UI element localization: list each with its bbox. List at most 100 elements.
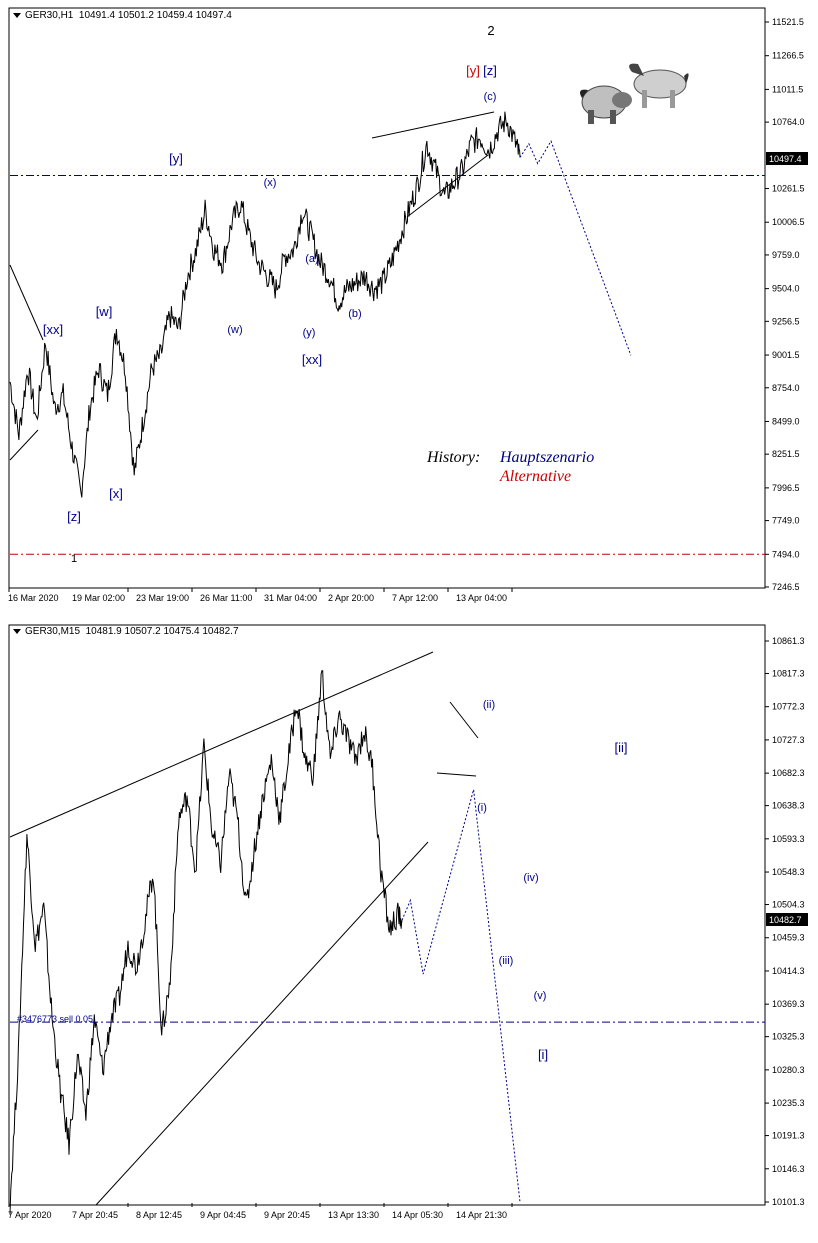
x-tick-label: 9 Apr 04:45 xyxy=(200,1210,246,1220)
m15-wave-labels: (ii) (i) (iv) (iii) (v) [i] [ii] xyxy=(477,699,627,1062)
h1-legend: History: Hauptszenario Alternative xyxy=(426,449,594,485)
x-tick-label: 7 Apr 20:45 xyxy=(72,1210,118,1220)
wave-label: 1 xyxy=(71,553,77,565)
legend-main-scenario: Hauptszenario xyxy=(499,449,594,466)
legend-alternative-scenario: Alternative xyxy=(499,468,571,485)
m15-wedge-upper xyxy=(9,651,434,838)
wave-label: [xx] xyxy=(43,322,63,337)
x-tick-label: 31 Mar 04:00 xyxy=(264,593,317,603)
price-series-line xyxy=(9,111,521,498)
m15-x-axis: 7 Apr 2020 7 Apr 20:45 8 Apr 12:45 9 Apr 04… xyxy=(8,1203,513,1220)
h1-wedge-lower xyxy=(406,154,489,218)
wave-label: (iv) xyxy=(523,872,538,884)
h1-x-axis: 16 Mar 2020 19 Mar 02:00 23 Mar 19:00 26 Ma… xyxy=(8,588,513,603)
forecast-path xyxy=(519,139,632,356)
m15-trendline xyxy=(436,772,477,777)
y-tick-label: 9759.0 xyxy=(772,250,800,260)
y-tick-label: 8499.0 xyxy=(772,416,800,426)
y-tick-label: 7749.0 xyxy=(772,516,800,526)
x-tick-label: 16 Mar 2020 xyxy=(8,593,59,603)
svg-text:10497.4: 10497.4 xyxy=(769,154,802,164)
y-tick-label: 9504.0 xyxy=(772,284,800,294)
m15-chart-svg: 10861.3 10817.3 10772.3 10727.3 10682.3 10638… xyxy=(8,624,808,1220)
wave-label: [y] xyxy=(466,63,480,78)
y-tick-label: 10764.0 xyxy=(772,117,805,127)
y-tick-label: 10772.3 xyxy=(772,702,805,712)
legend-title: History: xyxy=(426,449,480,466)
h1-symbol: GER30,H1 xyxy=(25,10,74,21)
x-tick-label: 13 Apr 04:00 xyxy=(456,593,507,603)
x-tick-label: 19 Mar 02:00 xyxy=(72,593,125,603)
h1-ohlc: 10491.4 10501.2 10459.4 10497.4 xyxy=(78,10,232,21)
svg-text:10482.7: 10482.7 xyxy=(769,915,802,925)
h1-wedge-upper xyxy=(371,111,495,139)
y-tick-label: 7246.5 xyxy=(772,582,800,592)
wave-label: [y] xyxy=(169,151,183,166)
y-tick-label: 10101.3 xyxy=(772,1197,805,1207)
wave-label: [ii] xyxy=(615,740,628,755)
x-tick-label: 9 Apr 20:45 xyxy=(264,1210,310,1220)
h1-trendline xyxy=(9,264,44,341)
y-tick-label: 10414.3 xyxy=(772,966,805,976)
bull-bear-logo-icon xyxy=(580,63,689,124)
y-tick-label: 10817.3 xyxy=(772,668,805,678)
price-series-line xyxy=(9,670,403,1215)
h1-wave-labels: [xx][w][x][z]1[y](x)(w)(a)(y)[xx](b)[y][… xyxy=(43,23,497,565)
h1-y-axis: 11521.5 11266.5 11011.5 10764.0 10261.5 10006… xyxy=(765,17,805,592)
forecast-path xyxy=(401,789,521,1203)
y-tick-label: 10727.3 xyxy=(772,735,805,745)
y-tick-label: 7494.0 xyxy=(772,549,800,559)
y-tick-label: 11011.5 xyxy=(772,84,803,94)
h1-chart-svg: 11521.5 11266.5 11011.5 10764.0 10261.5 10006… xyxy=(8,7,808,603)
wave-label: (ii) xyxy=(483,699,495,711)
y-tick-label: 9001.5 xyxy=(772,350,800,360)
y-tick-label: 10504.3 xyxy=(772,900,805,910)
h1-chart-panel[interactable]: 11521.5 11266.5 11011.5 10764.0 10261.5 10006… xyxy=(0,0,818,610)
m15-chart-panel[interactable]: 10861.3 10817.3 10772.3 10727.3 10682.3 10638… xyxy=(0,620,818,1243)
x-tick-label: 8 Apr 12:45 xyxy=(136,1210,182,1220)
m15-current-price-tag: 10482.7 xyxy=(766,913,808,926)
h1-trendline xyxy=(9,429,39,461)
x-tick-label: 14 Apr 21:30 xyxy=(456,1210,507,1220)
m15-drawing-layer xyxy=(9,651,479,1206)
wave-label: (x) xyxy=(264,177,277,189)
wave-label: (iii) xyxy=(499,955,514,967)
dropdown-triangle-icon[interactable] xyxy=(13,628,21,634)
m15-price-layer xyxy=(9,670,403,1215)
wave-label: 2 xyxy=(487,23,494,38)
m15-trendline xyxy=(449,701,479,739)
x-tick-label: 7 Apr 2020 xyxy=(8,1210,52,1220)
y-tick-label: 11266.5 xyxy=(772,51,804,61)
h1-current-price-tag: 10497.4 xyxy=(766,152,808,165)
h1-hlines xyxy=(10,175,765,555)
wave-label: [i] xyxy=(538,1047,548,1062)
wave-label: (i) xyxy=(477,802,487,814)
m15-wedge-lower xyxy=(95,841,429,1206)
x-tick-label: 13 Apr 13:30 xyxy=(328,1210,379,1220)
wave-label: [z] xyxy=(483,63,497,78)
y-tick-label: 10280.3 xyxy=(772,1065,805,1075)
y-tick-label: 10682.3 xyxy=(772,768,805,778)
wave-label: [x] xyxy=(109,486,123,501)
wave-label: (v) xyxy=(534,990,547,1002)
y-tick-label: 8251.5 xyxy=(772,449,800,459)
order-line-label[interactable]: #3476773 sell 0.05 xyxy=(17,1014,93,1024)
wave-label: (b) xyxy=(348,308,361,320)
m15-ohlc: 10481.9 10507.2 10475.4 10482.7 xyxy=(85,626,239,637)
wave-label: (c) xyxy=(484,91,497,103)
x-tick-label: 26 Mar 11:00 xyxy=(200,593,252,603)
h1-price-layer xyxy=(9,111,521,498)
m15-forecast xyxy=(401,789,521,1203)
dropdown-triangle-icon[interactable] xyxy=(13,12,21,18)
y-tick-label: 10861.3 xyxy=(772,636,805,646)
x-tick-label: 14 Apr 05:30 xyxy=(392,1210,443,1220)
y-tick-label: 10006.5 xyxy=(772,217,805,227)
y-tick-label: 9256.5 xyxy=(772,316,800,326)
y-tick-label: 10548.3 xyxy=(772,867,805,877)
y-tick-label: 10638.3 xyxy=(772,801,805,811)
wave-label: [z] xyxy=(67,509,81,524)
m15-symbol: GER30,M15 xyxy=(25,626,81,637)
h1-forecast xyxy=(519,139,632,356)
h1-symbol-header: GER30,H1 10491.4 10501.2 10459.4 10497.4 xyxy=(13,10,232,21)
wave-label: [xx] xyxy=(302,352,322,367)
